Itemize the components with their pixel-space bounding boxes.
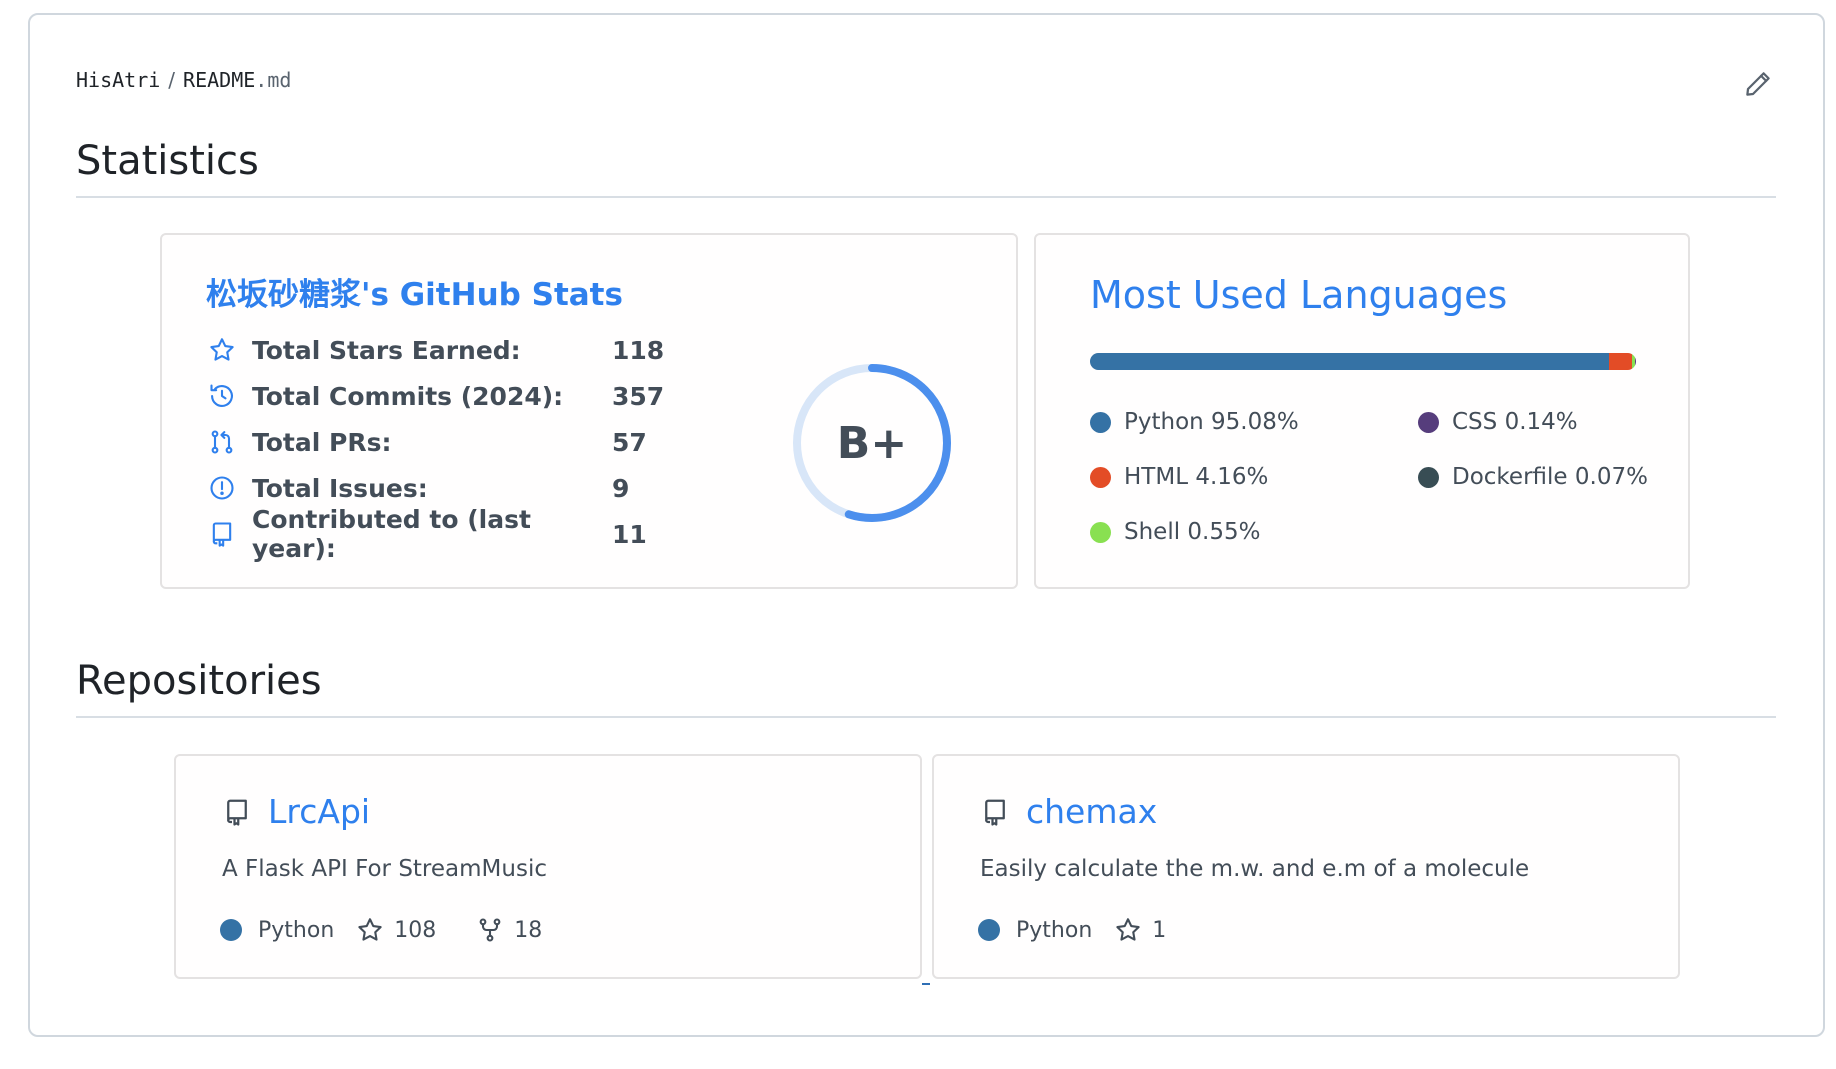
- language-label: CSS 0.14%: [1452, 409, 1578, 435]
- breadcrumb-file-ext: .md: [255, 68, 292, 92]
- language-bar-segment-shell: [1631, 353, 1635, 370]
- stat-value: 118: [612, 335, 665, 365]
- focus-marker: [922, 983, 930, 985]
- repo-description: A Flask API For StreamMusic: [222, 856, 547, 882]
- stat-value: 57: [612, 427, 647, 457]
- dockerfile-dot-icon: [1418, 466, 1439, 488]
- language-label: Dockerfile 0.07%: [1452, 464, 1648, 490]
- repo-card-lrcapi[interactable]: LrcApi A Flask API For StreamMusic Pytho…: [174, 754, 922, 979]
- language-label: HTML 4.16%: [1124, 464, 1269, 490]
- repo-title[interactable]: LrcApi: [222, 792, 370, 831]
- languages-card[interactable]: Most Used Languages Python 95.08% HTML 4…: [1034, 233, 1690, 589]
- stat-value: 357: [612, 381, 665, 411]
- breadcrumb-separator: /: [168, 68, 176, 92]
- pull-request-icon: [211, 430, 233, 454]
- language-item-css: CSS 0.14%: [1418, 409, 1578, 435]
- repo-stars: 108: [356, 916, 436, 944]
- rank-ring: [793, 364, 951, 522]
- statistics-heading: Statistics: [76, 138, 1776, 198]
- language-item-python: Python 95.08%: [1090, 409, 1299, 435]
- breadcrumb-owner[interactable]: HisAtri: [76, 68, 161, 92]
- repo-stars-count: 108: [394, 917, 437, 943]
- rank-grade: B+: [836, 417, 908, 469]
- pencil-icon: [1746, 72, 1770, 96]
- language-dot-icon: [978, 919, 1000, 941]
- language-label: Python 95.08%: [1124, 409, 1299, 435]
- repositories-heading: Repositories: [76, 658, 1776, 718]
- edit-file-button[interactable]: [1740, 66, 1776, 102]
- repo-forks: 18: [476, 916, 542, 944]
- repo-card-chemax[interactable]: chemax Easily calculate the m.w. and e.m…: [932, 754, 1680, 979]
- language-item-dockerfile: Dockerfile 0.07%: [1418, 464, 1648, 490]
- repo-name-link[interactable]: LrcApi: [268, 792, 371, 831]
- stat-row-contributed: Contributed to (last year): 11: [206, 505, 647, 563]
- repo-language-label: Python: [258, 917, 335, 943]
- repo-title[interactable]: chemax: [980, 792, 1157, 831]
- repo-icon: [227, 799, 247, 826]
- language-bar-segment-html: [1609, 353, 1632, 370]
- repo-stars-count: 1: [1152, 917, 1167, 943]
- star-icon: [358, 918, 382, 941]
- css-dot-icon: [1418, 411, 1439, 433]
- repo-meta: Python 108 18: [220, 916, 564, 944]
- fork-icon: [479, 918, 501, 942]
- language-item-html: HTML 4.16%: [1090, 464, 1268, 490]
- repo-language: Python: [258, 918, 334, 943]
- stat-label: Total Stars Earned:: [252, 335, 521, 365]
- languages-card-title: Most Used Languages: [1090, 273, 1508, 317]
- stat-value: 11: [612, 519, 647, 549]
- language-label: Shell 0.55%: [1124, 519, 1261, 545]
- shell-dot-icon: [1090, 521, 1111, 543]
- star-icon: [1116, 918, 1140, 941]
- repo-stars: 1: [1114, 916, 1166, 944]
- language-dot-icon: [220, 919, 242, 941]
- stat-label: Contributed to (last year):: [252, 505, 531, 563]
- repo-icon: [985, 799, 1005, 826]
- language-progress-bar: [1090, 353, 1636, 370]
- stat-row-prs: Total PRs: 57: [206, 426, 647, 458]
- stat-row-stars: Total Stars Earned: 118: [206, 334, 664, 366]
- repo-icon: [212, 522, 232, 547]
- repo-language-label: Python: [1016, 917, 1093, 943]
- stat-label: Total Issues:: [252, 473, 428, 503]
- repo-description: Easily calculate the m.w. and e.m of a m…: [980, 856, 1530, 882]
- issue-icon: [210, 476, 234, 500]
- star-icon: [210, 338, 234, 361]
- language-bar-segment-python: [1090, 353, 1610, 370]
- history-icon: [210, 384, 233, 407]
- repo-forks-count: 18: [514, 917, 543, 943]
- repo-name-link[interactable]: chemax: [1026, 792, 1158, 831]
- language-item-shell: Shell 0.55%: [1090, 519, 1260, 545]
- stat-row-commits: Total Commits (2024): 357: [206, 380, 664, 412]
- github-stats-card[interactable]: 松坂砂糖浆's GitHub Stats Total Stars Earned:…: [160, 233, 1018, 589]
- html-dot-icon: [1090, 466, 1111, 488]
- language-bar-segment-css: [1634, 353, 1636, 370]
- breadcrumb: HisAtri / README.md: [76, 68, 291, 92]
- stat-row-issues: Total Issues: 9: [206, 472, 629, 504]
- stat-label: Total PRs:: [252, 427, 392, 457]
- repo-meta: Python 1: [978, 916, 1188, 944]
- stat-label: Total Commits (2024):: [252, 381, 564, 411]
- stat-value: 9: [612, 473, 630, 503]
- repo-language: Python: [1016, 918, 1092, 943]
- stats-card-title: 松坂砂糖浆's GitHub Stats: [206, 277, 623, 313]
- python-dot-icon: [1090, 411, 1111, 433]
- breadcrumb-file-name: README: [183, 68, 256, 92]
